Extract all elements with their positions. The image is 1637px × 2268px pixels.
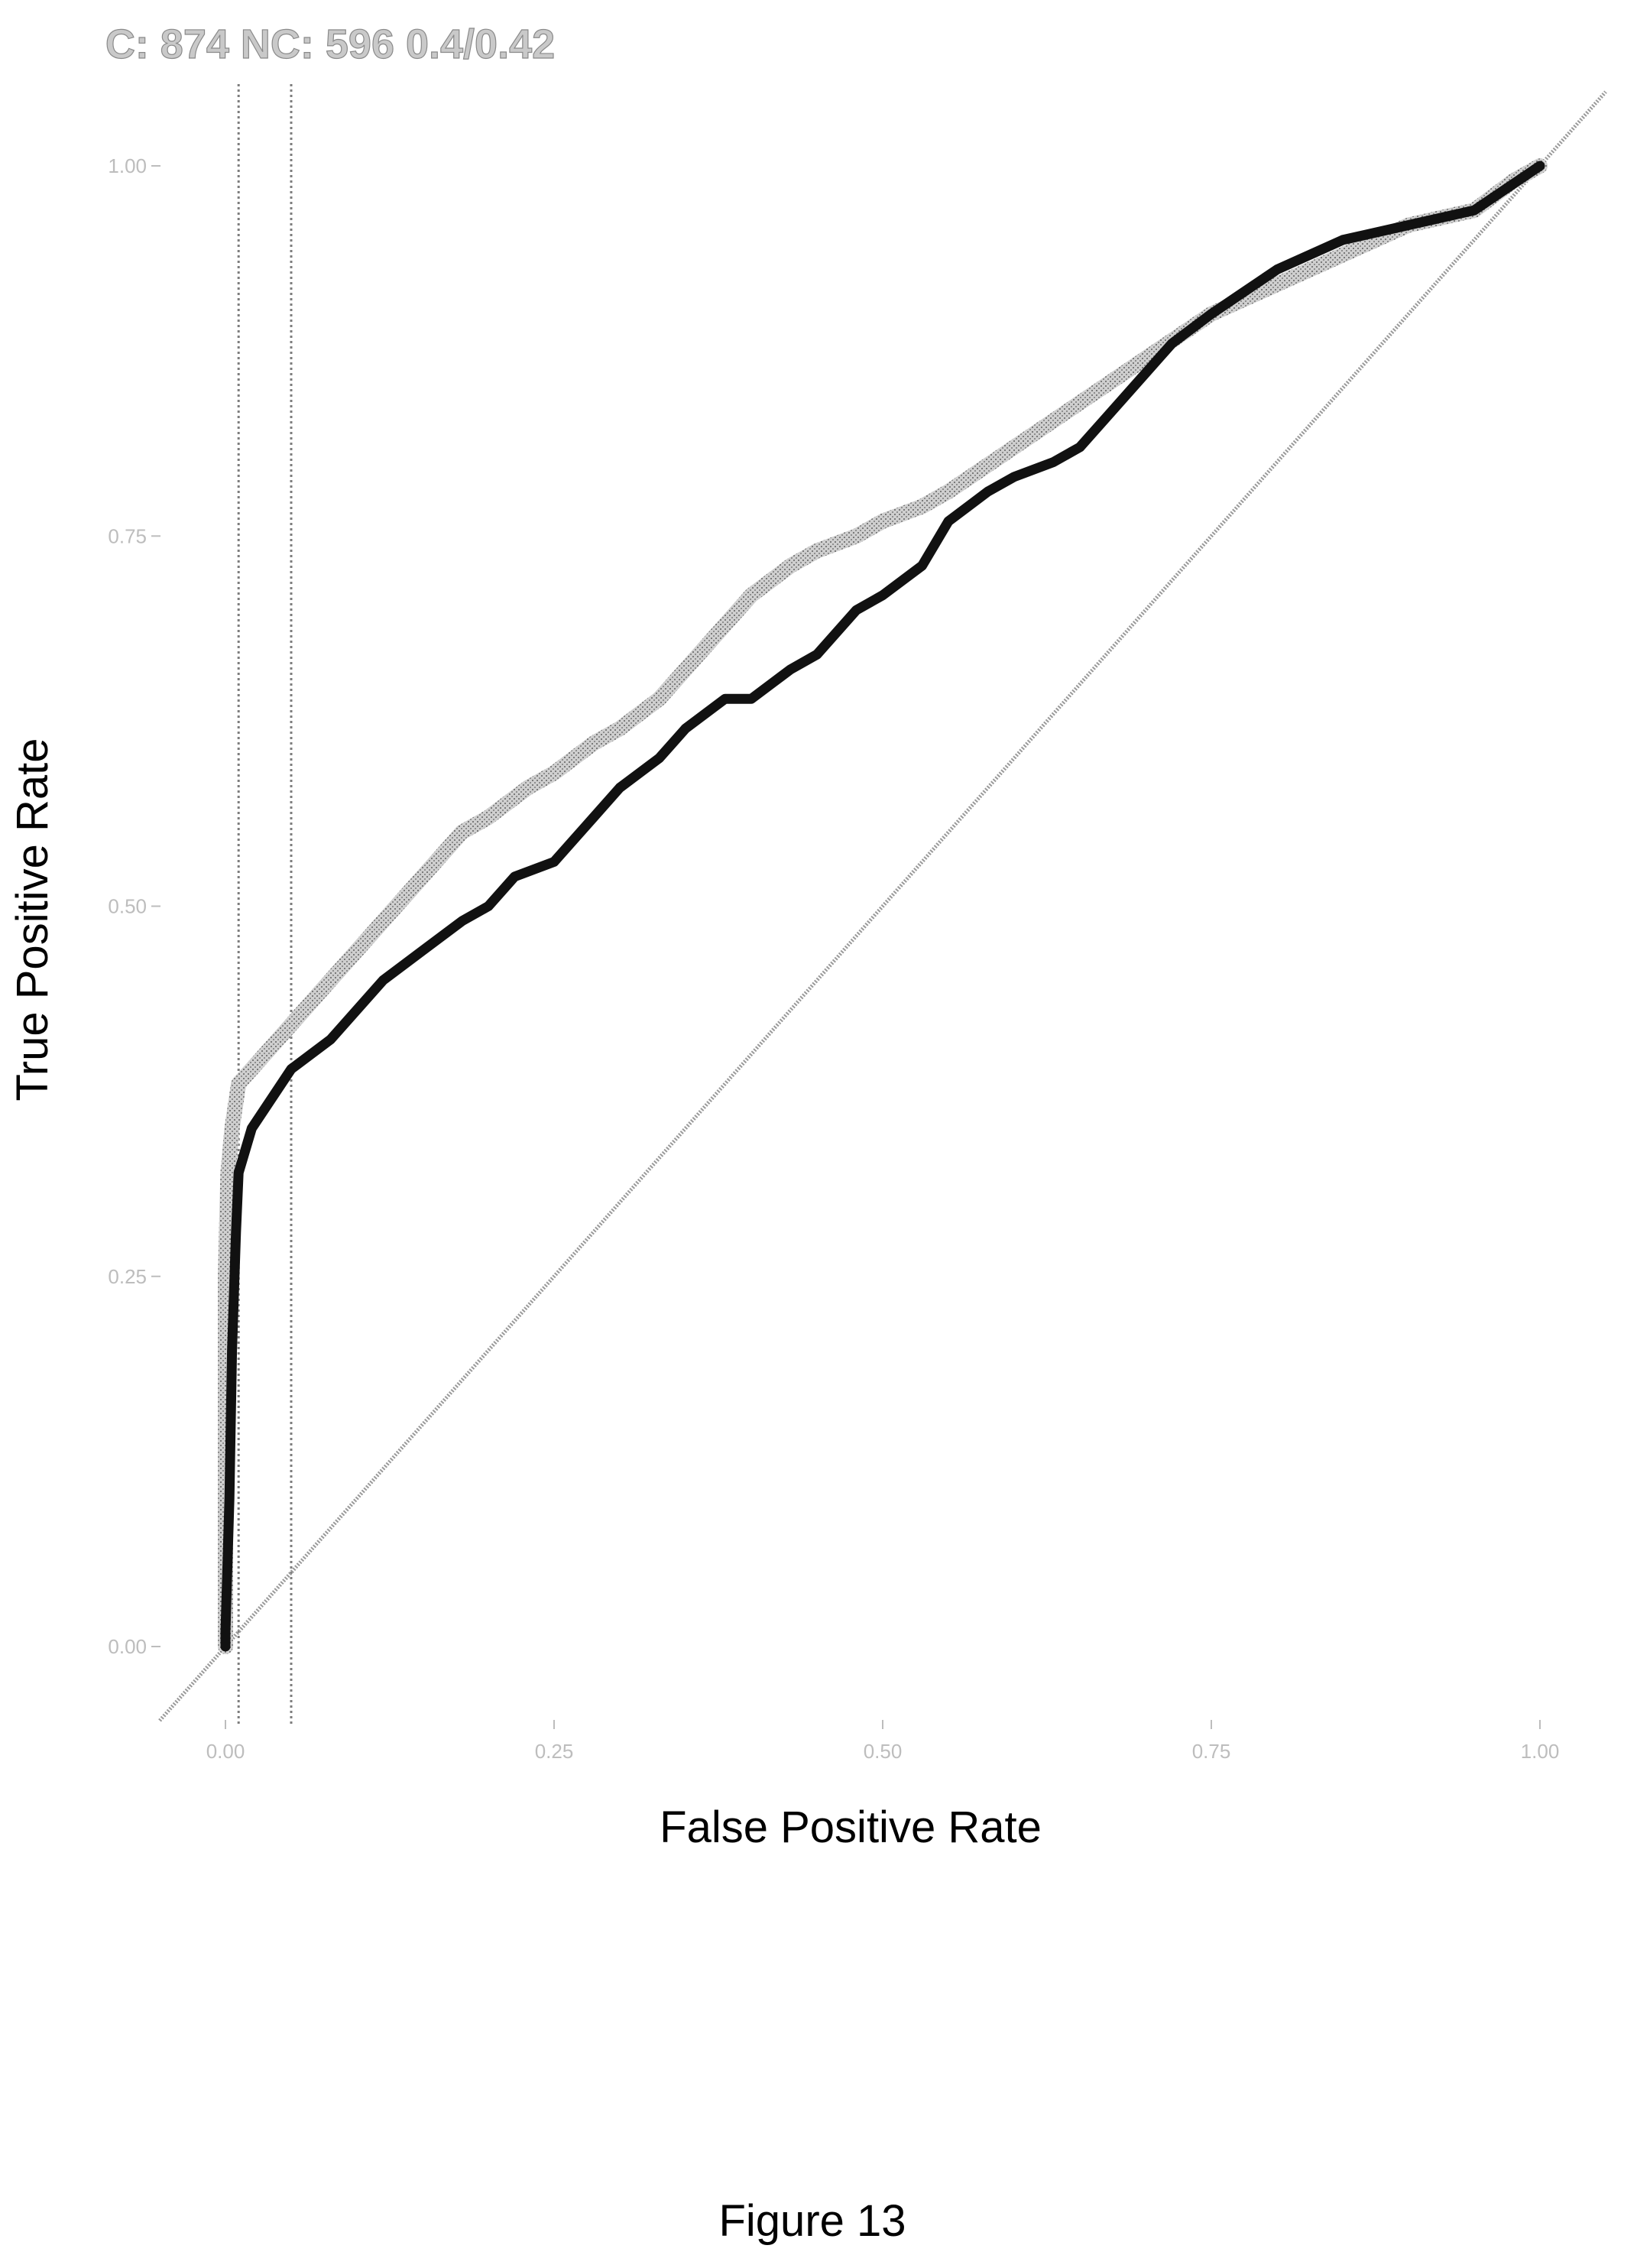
y-tick-label: 1.00 — [108, 154, 147, 177]
y-tick-label: 0.00 — [108, 1635, 147, 1658]
figure-caption: Figure 13 — [718, 2196, 906, 2246]
x-tick-label: 0.25 — [535, 1740, 574, 1763]
x-tick-label: 0.00 — [206, 1740, 245, 1763]
x-tick-label: 0.50 — [864, 1740, 903, 1763]
plot-area — [158, 84, 1607, 1724]
x-axis-title: False Positive Rate — [660, 1802, 1042, 1852]
diagonal-reference-line — [158, 90, 1607, 1722]
y-tick-label: 0.75 — [108, 524, 147, 547]
y-axis-title: True Positive Rate — [8, 738, 57, 1102]
y-tick-label: 0.25 — [108, 1265, 147, 1288]
x-axis: 0.00 0.25 0.50 0.75 1.00 — [206, 1720, 1560, 1763]
x-tick-label: 1.00 — [1521, 1740, 1560, 1763]
x-tick-label: 0.75 — [1192, 1740, 1231, 1763]
chart-title: C: 874 NC: 596 0.4/0.42 — [105, 21, 555, 67]
roc-curve-dark — [220, 161, 1545, 1652]
y-tick-label: 0.50 — [108, 895, 147, 918]
y-axis: 0.00 0.25 0.50 0.75 1.00 — [108, 154, 160, 1658]
